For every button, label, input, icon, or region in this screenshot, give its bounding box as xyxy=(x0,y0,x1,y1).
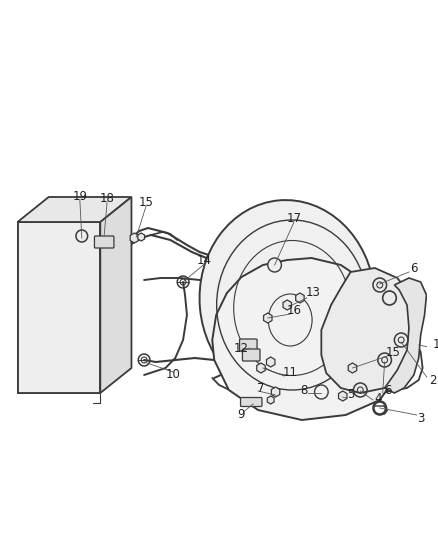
Text: 13: 13 xyxy=(306,287,321,300)
Text: 14: 14 xyxy=(197,254,212,266)
FancyBboxPatch shape xyxy=(243,349,260,361)
FancyBboxPatch shape xyxy=(240,398,262,407)
Text: 8: 8 xyxy=(300,384,307,397)
Text: 5: 5 xyxy=(347,389,354,401)
Polygon shape xyxy=(100,197,131,393)
Text: 4: 4 xyxy=(374,392,381,405)
Text: 15: 15 xyxy=(386,345,401,359)
Ellipse shape xyxy=(200,200,375,400)
Text: 7: 7 xyxy=(257,382,265,394)
Polygon shape xyxy=(267,396,274,404)
Text: 16: 16 xyxy=(286,303,302,317)
Polygon shape xyxy=(266,357,275,367)
Text: 2: 2 xyxy=(430,374,437,386)
Text: 18: 18 xyxy=(100,191,115,205)
Polygon shape xyxy=(257,363,265,373)
Text: 19: 19 xyxy=(72,190,87,203)
Text: 6: 6 xyxy=(384,384,391,397)
Polygon shape xyxy=(18,222,100,393)
Text: 9: 9 xyxy=(238,408,245,422)
Polygon shape xyxy=(130,233,138,243)
Polygon shape xyxy=(296,293,304,303)
Polygon shape xyxy=(264,313,272,323)
FancyBboxPatch shape xyxy=(95,236,114,248)
Polygon shape xyxy=(283,300,291,310)
Polygon shape xyxy=(348,363,357,373)
Polygon shape xyxy=(138,233,145,241)
FancyBboxPatch shape xyxy=(240,339,257,351)
Text: 10: 10 xyxy=(166,367,181,381)
Text: 1: 1 xyxy=(432,338,438,351)
Text: 15: 15 xyxy=(138,196,153,208)
Text: 17: 17 xyxy=(286,212,302,224)
Polygon shape xyxy=(272,387,280,397)
Circle shape xyxy=(268,258,281,272)
Polygon shape xyxy=(339,391,347,401)
Text: 3: 3 xyxy=(417,411,424,424)
Polygon shape xyxy=(18,197,131,222)
Polygon shape xyxy=(385,278,427,393)
Text: 11: 11 xyxy=(283,366,298,378)
Text: 6: 6 xyxy=(410,262,417,274)
Polygon shape xyxy=(18,222,100,393)
Polygon shape xyxy=(212,258,399,420)
Polygon shape xyxy=(321,268,420,393)
Text: 12: 12 xyxy=(234,342,249,354)
